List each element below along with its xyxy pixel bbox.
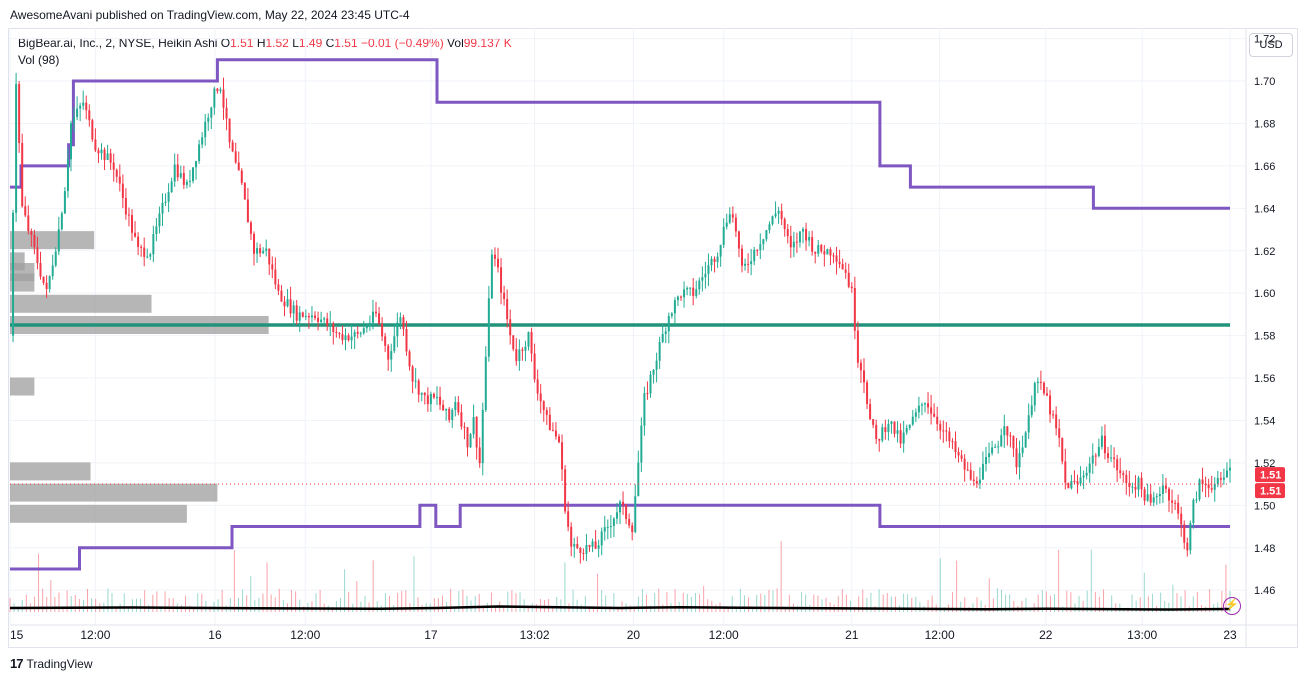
volume-indicator-legend[interactable]: Vol (98) <box>18 53 60 67</box>
vol-label: Vol <box>447 36 464 50</box>
symbol-label[interactable]: BigBear.ai, Inc., 2, NYSE, Heikin Ashi <box>18 36 218 50</box>
open-value: 1.51 <box>230 36 254 50</box>
currency-button[interactable]: USD <box>1249 33 1293 57</box>
publisher-caption: AwesomeAvani published on TradingView.co… <box>10 8 410 22</box>
low-label: L <box>292 36 299 50</box>
change-value: −0.01 (−0.49%) <box>360 36 444 50</box>
high-value: 1.52 <box>265 36 289 50</box>
close-label: C <box>325 36 335 50</box>
lightning-icon[interactable]: ⚡ <box>1223 597 1241 615</box>
open-label: O <box>220 36 231 50</box>
tradingview-mark-icon: 17 <box>10 656 24 671</box>
ohlc-legend: BigBear.ai, Inc., 2, NYSE, Heikin Ashi O… <box>18 36 512 50</box>
low-value: 1.49 <box>298 36 323 50</box>
tradingview-logo: 17 TradingView <box>10 656 93 671</box>
high-label: H <box>256 36 266 50</box>
vol-value: 99.137 K <box>463 36 512 50</box>
chart-frame <box>8 28 1298 648</box>
tradingview-brand: TradingView <box>26 656 93 671</box>
close-value: 1.51 <box>334 36 358 50</box>
